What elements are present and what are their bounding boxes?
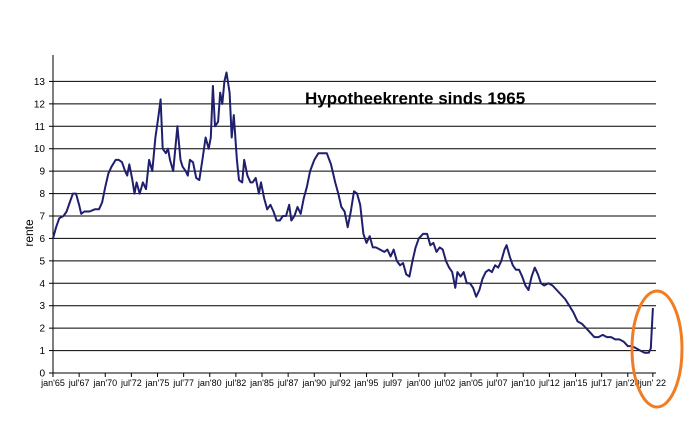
x-tick-label: jul'87 bbox=[277, 378, 299, 388]
x-tick-label: jan'85 bbox=[249, 378, 274, 388]
x-tick-label: jan'65 bbox=[40, 378, 65, 388]
x-tick-label: jan'10 bbox=[510, 378, 535, 388]
x-tick-label: jan'05 bbox=[458, 378, 483, 388]
y-tick-label: 13 bbox=[34, 77, 46, 88]
y-tick-label: 5 bbox=[39, 256, 45, 267]
y-tick-label: 6 bbox=[39, 234, 45, 245]
y-tick-label: 4 bbox=[39, 279, 45, 290]
x-tick-label: jul'12 bbox=[538, 378, 560, 388]
x-tick-label: jan'80 bbox=[197, 378, 222, 388]
x-tick-label: jan'95 bbox=[354, 378, 379, 388]
y-tick-label: 3 bbox=[39, 301, 45, 312]
x-tick-label: jan'70 bbox=[92, 378, 117, 388]
y-tick-label: 10 bbox=[34, 144, 46, 155]
grid-lines bbox=[53, 80, 656, 352]
x-tick-label: jul'72 bbox=[120, 378, 142, 388]
x-tick-label: jul'02 bbox=[434, 378, 456, 388]
x-tick-label: jan'00 bbox=[406, 378, 431, 388]
y-tick-label: 0 bbox=[39, 369, 45, 380]
highlight-circle bbox=[630, 289, 684, 409]
x-tick-label: jul'17 bbox=[590, 378, 612, 388]
x-tick-label: jan'75 bbox=[145, 378, 170, 388]
y-tick-label: 7 bbox=[39, 212, 45, 223]
x-tick-label: jan'15 bbox=[563, 378, 588, 388]
x-tick-label: jan'20 bbox=[615, 378, 640, 388]
x-axis-ticks: jan'65 jul'67 jan'70 jul'72 jan'75 jul'77 jan'… bbox=[40, 373, 666, 388]
x-tick-label: jan'90 bbox=[301, 378, 326, 388]
x-tick-label: jul97 bbox=[382, 378, 402, 388]
y-tick-label: 1 bbox=[39, 346, 45, 357]
x-tick-label: jun' 22 bbox=[639, 378, 666, 388]
series-line bbox=[52, 71, 654, 354]
y-tick-label: 9 bbox=[39, 167, 45, 178]
series-group bbox=[52, 71, 654, 354]
y-tick-label: 12 bbox=[34, 99, 46, 110]
x-tick-label: jul'67 bbox=[68, 378, 90, 388]
y-tick-label: 8 bbox=[39, 189, 45, 200]
x-tick-label: jul'92 bbox=[329, 378, 351, 388]
chart-title: Hypotheekrente sinds 1965 bbox=[305, 89, 525, 108]
y-tick-label: 2 bbox=[39, 324, 45, 335]
y-tick-label: 11 bbox=[35, 122, 46, 133]
y-axis-label: rente bbox=[22, 219, 36, 247]
x-tick-label: jul'77 bbox=[172, 378, 194, 388]
x-tick-label: jul'82 bbox=[225, 378, 247, 388]
x-tick-label: jul'07 bbox=[486, 378, 508, 388]
